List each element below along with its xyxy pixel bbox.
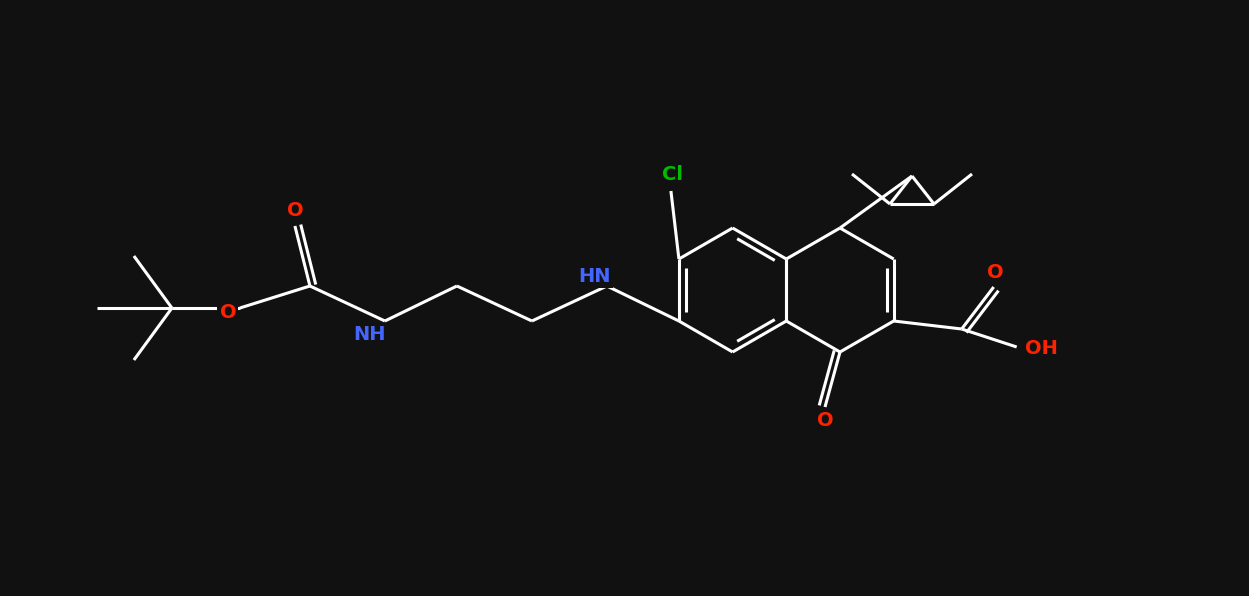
Text: NH: NH — [353, 325, 386, 344]
Text: HN: HN — [578, 266, 611, 285]
Text: O: O — [817, 411, 833, 430]
Text: O: O — [286, 200, 304, 219]
Text: Cl: Cl — [662, 166, 683, 185]
Text: O: O — [220, 303, 236, 322]
Text: O: O — [988, 263, 1004, 283]
Text: OH: OH — [1025, 340, 1058, 359]
